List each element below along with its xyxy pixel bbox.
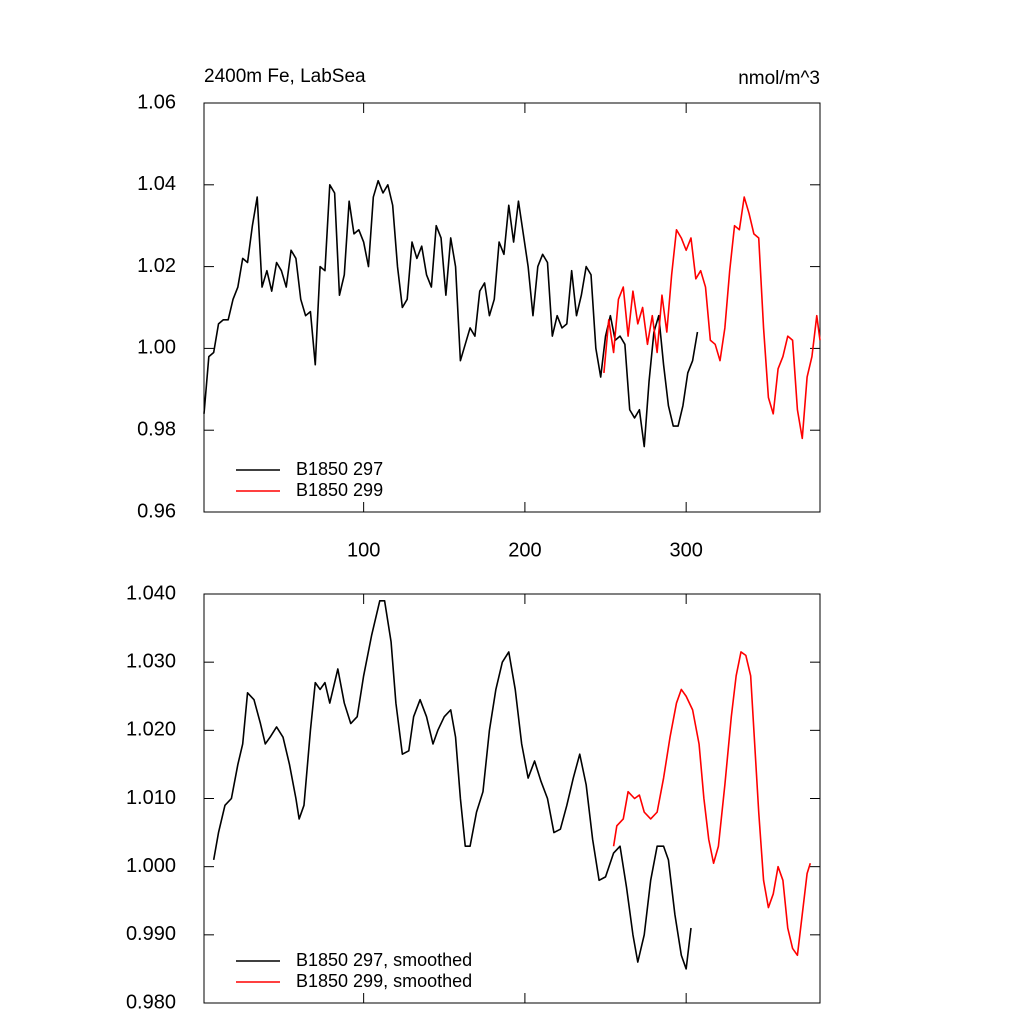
x-tick-label: 200 bbox=[508, 539, 541, 561]
data-line bbox=[212, 600, 692, 970]
legend-label: B1850 297 bbox=[296, 459, 383, 479]
chart-title: 2400m Fe, LabSea bbox=[204, 66, 366, 87]
plot-frame bbox=[203, 102, 821, 513]
y-tick-label: 1.06 bbox=[137, 91, 176, 113]
y-tick-label: 0.98 bbox=[137, 418, 176, 440]
y-tick-label: 1.02 bbox=[137, 255, 176, 277]
y-tick-label: 0.990 bbox=[126, 923, 176, 945]
y-tick-label: 1.030 bbox=[126, 650, 176, 672]
y-tick-label: 1.000 bbox=[126, 855, 176, 877]
data-line bbox=[203, 179, 699, 448]
y-tick-label: 1.010 bbox=[126, 787, 176, 809]
data-line bbox=[612, 651, 812, 957]
y-tick-label: 0.96 bbox=[137, 500, 176, 522]
legend-label: B1850 299, smoothed bbox=[296, 971, 472, 991]
x-tick-label: 100 bbox=[347, 539, 380, 561]
data-line bbox=[603, 196, 821, 440]
y-tick-label: 1.040 bbox=[126, 582, 176, 604]
y-tick-label: 1.04 bbox=[137, 173, 176, 195]
y-tick-label: 1.020 bbox=[126, 719, 176, 741]
legend-label: B1850 297, smoothed bbox=[296, 950, 472, 970]
x-tick-label: 300 bbox=[669, 539, 702, 561]
y-tick-label: 0.980 bbox=[126, 991, 176, 1013]
units-label: nmol/m^3 bbox=[738, 68, 820, 89]
y-tick-label: 1.00 bbox=[137, 337, 176, 359]
legend-label: B1850 299 bbox=[296, 480, 383, 500]
